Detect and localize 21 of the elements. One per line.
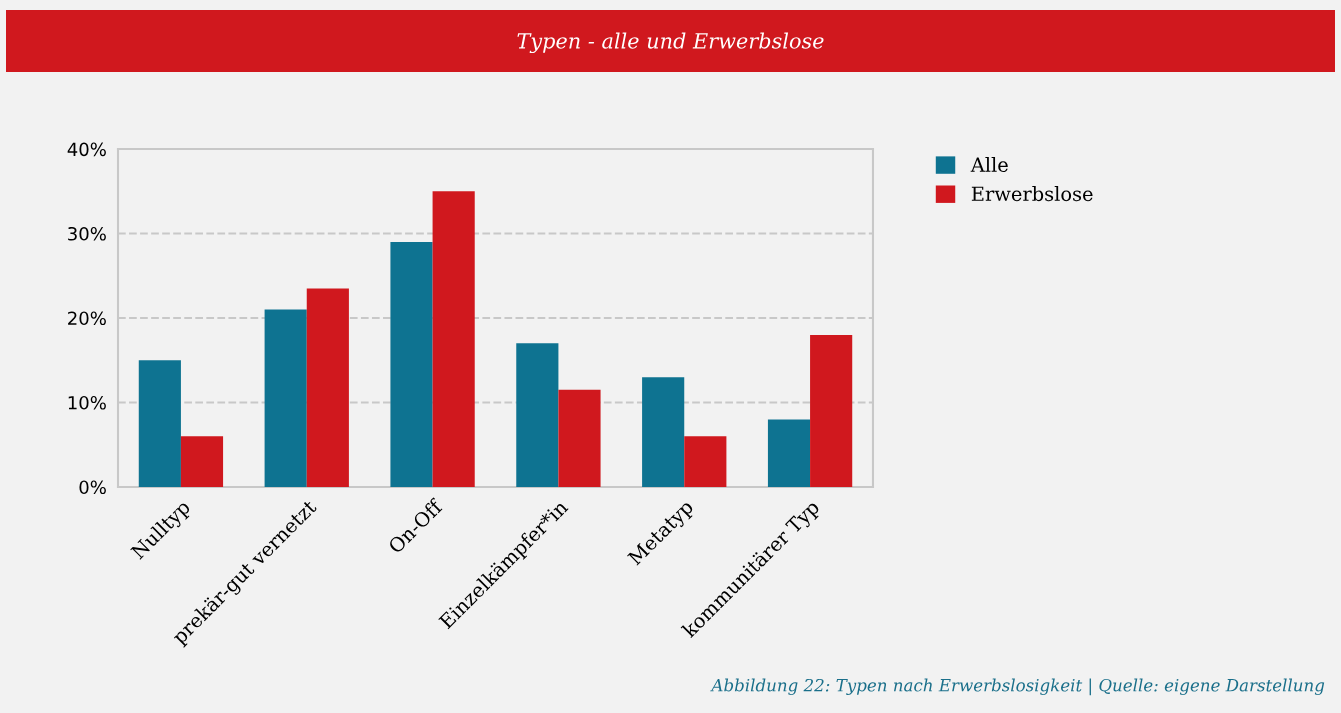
bar [264,309,307,487]
chart-title: Typen - alle und Erwerbslose [517,32,824,54]
bar [767,419,811,487]
y-tick-label: 30% [68,226,106,241]
bar [138,360,181,487]
y-tick-label: 20% [68,311,106,326]
y-tick-label: 40% [67,142,106,157]
bar [432,191,475,487]
y-tick-label: 0% [79,480,106,495]
bar [558,389,601,487]
y-tick-label: 10% [68,395,106,410]
bar [684,436,727,487]
bar [642,377,685,487]
legend-label: Erwerbslose [971,186,1093,202]
legend-label: Alle [970,156,1008,173]
bar [390,241,433,487]
bar [306,288,349,487]
text: Abbildung 22: Typen nach Erwerbslosigkeit | Quelle: eigene Darstellung [710,678,1325,696]
bar [180,436,224,487]
bar [810,334,853,487]
bar [516,343,559,487]
